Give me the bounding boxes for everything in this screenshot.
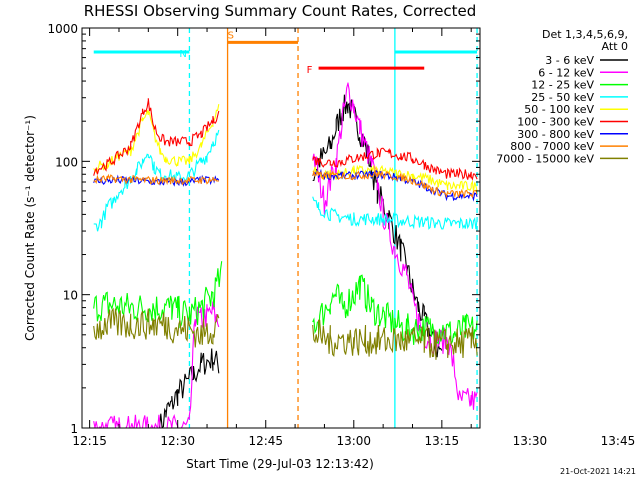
- legend-label: 7000 - 15000 keV: [496, 152, 594, 165]
- x-tick-label: 13:15: [425, 434, 460, 448]
- x-tick-label: 13:30: [513, 434, 548, 448]
- y-tick-label: 100: [55, 155, 78, 169]
- legend-label: 100 - 300 keV: [517, 116, 594, 129]
- flag-label-n: N: [179, 49, 186, 60]
- series-line-25-50-kev: [93, 129, 478, 232]
- series-line-100-300-kev: [93, 98, 478, 181]
- footer-date: 21-Oct-2021 14:21: [560, 467, 636, 476]
- legend-label: 25 - 50 keV: [531, 91, 594, 104]
- plot-frame: [81, 27, 481, 429]
- flag-label-s: S: [228, 30, 234, 41]
- x-tick-label: 12:15: [72, 434, 107, 448]
- series-line-6-12-kev: [93, 82, 478, 428]
- x-tick-label: 12:45: [248, 434, 283, 448]
- y-tick-label: 1000: [47, 22, 78, 36]
- legend-label: 6 - 12 keV: [538, 66, 594, 79]
- flag-label-f: F: [307, 65, 313, 76]
- chart-title: RHESSI Observing Summary Count Rates, Co…: [84, 2, 477, 20]
- legend-header-0: Det 1,3,4,5,6,9,: [542, 28, 628, 41]
- plot-area: N S F 1 10 100 1000 12:15 12:30 12:45 13:00 13:15 13…: [47, 22, 635, 448]
- plot-inner: N S F: [93, 28, 478, 428]
- x-tick-label: 13:00: [336, 434, 371, 448]
- y-tick-label: 10: [63, 289, 78, 303]
- legend-label: 300 - 800 keV: [517, 128, 594, 141]
- legend-label: 3 - 6 keV: [545, 54, 594, 67]
- series-line-12-25-kev: [93, 261, 478, 346]
- series-line-50-100-kev: [93, 103, 478, 192]
- series-line-800-7000-kev: [93, 169, 478, 199]
- y-tick-label: 1: [70, 422, 78, 436]
- legend-header-1: Att 0: [602, 40, 628, 53]
- y-axis-label: Corrected Count Rate (s⁻¹ detector⁻¹): [23, 115, 37, 341]
- series-line-7000-15000-kev: [93, 307, 478, 360]
- x-tick-label: 12:30: [160, 434, 195, 448]
- legend-label: 12 - 25 keV: [531, 79, 594, 92]
- legend-label: 800 - 7000 keV: [510, 140, 594, 153]
- legend-label: 50 - 100 keV: [524, 103, 594, 116]
- x-tick-label: 13:45: [601, 434, 636, 448]
- x-axis-label: Start Time (29-Jul-03 12:13:42): [186, 457, 374, 471]
